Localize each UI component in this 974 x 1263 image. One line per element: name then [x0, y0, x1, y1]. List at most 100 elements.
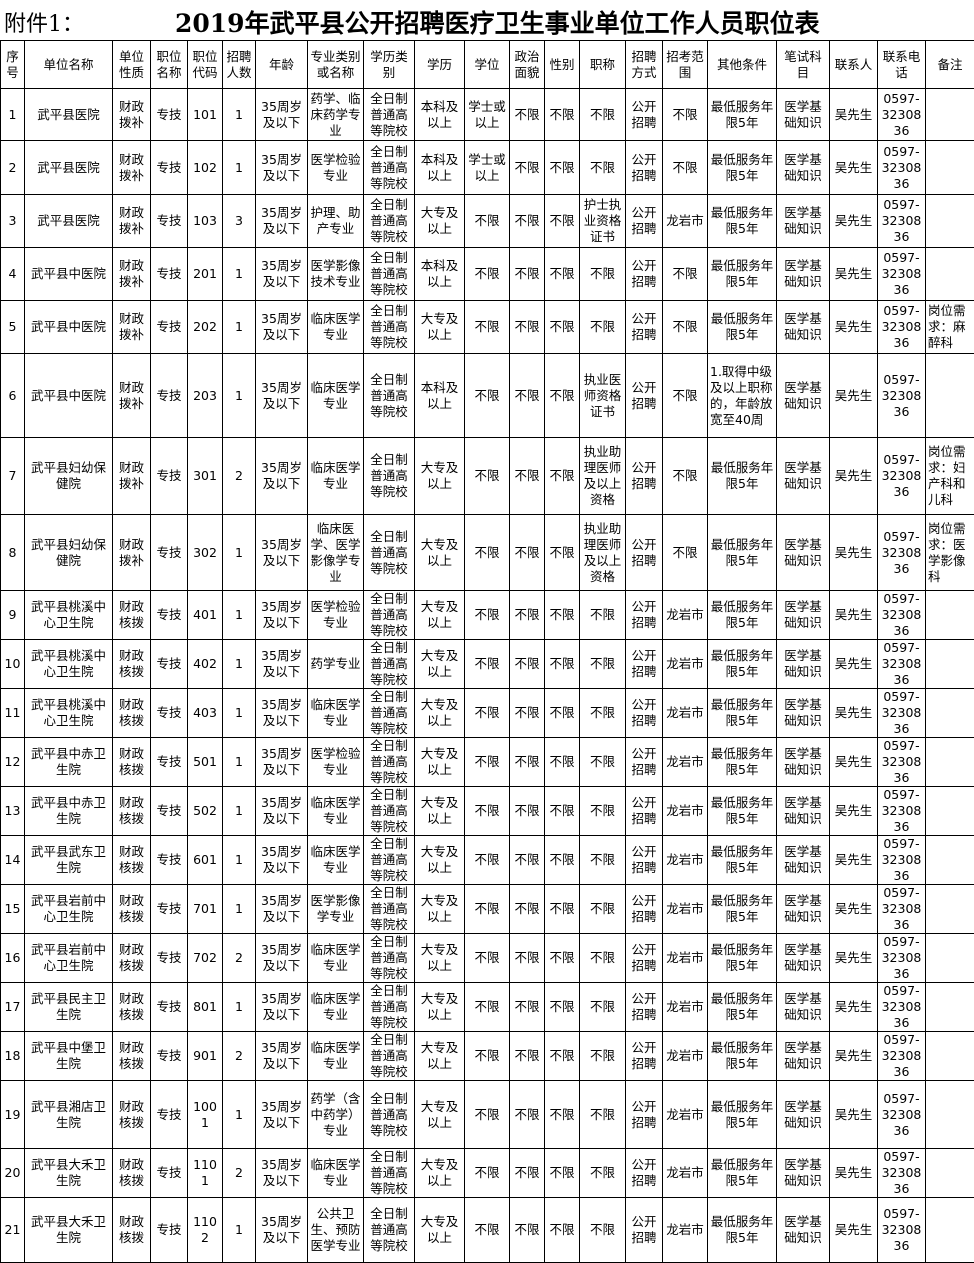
cell-index: 6	[1, 354, 25, 438]
cell-hiring-count: 1	[223, 301, 256, 354]
page-title: 2019年武平县公开招聘医疗卫生事业单位工作人员职位表	[175, 4, 820, 40]
cell-exam-subject: 医学基础知识	[777, 354, 830, 438]
cell-position-code: 201	[188, 248, 223, 301]
cell-unit-name: 武平县岩前中心卫生院	[25, 885, 113, 934]
cell-position-name: 专技	[151, 301, 188, 354]
cell-phone: 0597-3230836	[878, 983, 926, 1032]
cell-major: 医学影像学专业	[308, 885, 364, 934]
cell-index: 20	[1, 1149, 25, 1198]
cell-unit-type: 财政核拨	[113, 934, 151, 983]
cell-age: 35周岁及以下	[256, 1081, 308, 1149]
cell-exam-scope: 龙岩市	[663, 836, 708, 885]
header-education-type: 学历类别	[364, 41, 415, 89]
cell-gender: 不限	[545, 787, 580, 836]
header-contact: 联系人	[830, 41, 878, 89]
cell-index: 19	[1, 1081, 25, 1149]
cell-contact: 吴先生	[830, 301, 878, 354]
cell-position-name: 专技	[151, 141, 188, 195]
cell-education-type: 全日制普通高等院校	[364, 141, 415, 195]
cell-major: 临床医学专业	[308, 836, 364, 885]
cell-gender: 不限	[545, 354, 580, 438]
cell-contact: 吴先生	[830, 983, 878, 1032]
cell-gender: 不限	[545, 438, 580, 515]
cell-gender: 不限	[545, 1032, 580, 1081]
cell-education: 大专及以上	[415, 1198, 465, 1263]
cell-unit-type: 财政拨补	[113, 248, 151, 301]
cell-age: 35周岁及以下	[256, 1198, 308, 1263]
cell-contact: 吴先生	[830, 1198, 878, 1263]
cell-exam-subject: 医学基础知识	[777, 689, 830, 738]
cell-exam-scope: 龙岩市	[663, 787, 708, 836]
cell-phone: 0597-3230836	[878, 591, 926, 640]
cell-index: 14	[1, 836, 25, 885]
cell-degree: 学士或以上	[465, 141, 510, 195]
cell-education-type: 全日制普通高等院校	[364, 1081, 415, 1149]
cell-political-status: 不限	[510, 354, 545, 438]
header-gender: 性别	[545, 41, 580, 89]
cell-phone: 0597-3230836	[878, 141, 926, 195]
cell-title: 不限	[580, 89, 626, 141]
cell-gender: 不限	[545, 141, 580, 195]
cell-unit-type: 财政核拨	[113, 885, 151, 934]
cell-unit-name: 武平县桃溪中心卫生院	[25, 689, 113, 738]
cell-gender: 不限	[545, 591, 580, 640]
cell-contact: 吴先生	[830, 689, 878, 738]
cell-other-conditions: 最低服务年限5年	[708, 983, 777, 1032]
cell-hiring-count: 2	[223, 438, 256, 515]
cell-political-status: 不限	[510, 787, 545, 836]
cell-political-status: 不限	[510, 640, 545, 689]
cell-education-type: 全日制普通高等院校	[364, 983, 415, 1032]
cell-education: 本科及以上	[415, 89, 465, 141]
cell-hiring-count: 1	[223, 689, 256, 738]
cell-gender: 不限	[545, 640, 580, 689]
cell-index: 8	[1, 515, 25, 591]
cell-exam-subject: 医学基础知识	[777, 836, 830, 885]
cell-political-status: 不限	[510, 1032, 545, 1081]
cell-phone: 0597-3230836	[878, 515, 926, 591]
cell-phone: 0597-3230836	[878, 738, 926, 787]
cell-position-code: 402	[188, 640, 223, 689]
cell-hiring-method: 公开招聘	[626, 1081, 663, 1149]
header-other-conditions: 其他条件	[708, 41, 777, 89]
cell-unit-name: 武平县中医院	[25, 248, 113, 301]
cell-hiring-method: 公开招聘	[626, 1032, 663, 1081]
cell-major: 医学检验专业	[308, 591, 364, 640]
cell-unit-type: 财政核拨	[113, 1081, 151, 1149]
cell-education-type: 全日制普通高等院校	[364, 640, 415, 689]
cell-exam-subject: 医学基础知识	[777, 1032, 830, 1081]
cell-position-name: 专技	[151, 1149, 188, 1198]
cell-exam-subject: 医学基础知识	[777, 591, 830, 640]
cell-title: 不限	[580, 885, 626, 934]
cell-index: 18	[1, 1032, 25, 1081]
cell-hiring-method: 公开招聘	[626, 591, 663, 640]
cell-index: 1	[1, 89, 25, 141]
cell-exam-subject: 医学基础知识	[777, 640, 830, 689]
cell-unit-name: 武平县桃溪中心卫生院	[25, 640, 113, 689]
cell-unit-type: 财政核拨	[113, 640, 151, 689]
cell-contact: 吴先生	[830, 1149, 878, 1198]
cell-phone: 0597-3230836	[878, 689, 926, 738]
header-major: 专业类别或名称	[308, 41, 364, 89]
cell-degree: 不限	[465, 515, 510, 591]
cell-title: 不限	[580, 738, 626, 787]
cell-education-type: 全日制普通高等院校	[364, 836, 415, 885]
cell-position-code: 301	[188, 438, 223, 515]
cell-major: 临床医学专业	[308, 983, 364, 1032]
positions-table: 序号单位名称单位性质职位名称职位代码招聘人数年龄专业类别或名称学历类别学历学位政…	[0, 40, 974, 1263]
cell-age: 35周岁及以下	[256, 787, 308, 836]
cell-unit-type: 财政核拨	[113, 836, 151, 885]
cell-education-type: 全日制普通高等院校	[364, 301, 415, 354]
cell-contact: 吴先生	[830, 1032, 878, 1081]
cell-title: 不限	[580, 1149, 626, 1198]
cell-degree: 不限	[465, 983, 510, 1032]
cell-education: 大专及以上	[415, 640, 465, 689]
cell-title: 不限	[580, 1032, 626, 1081]
cell-age: 35周岁及以下	[256, 885, 308, 934]
